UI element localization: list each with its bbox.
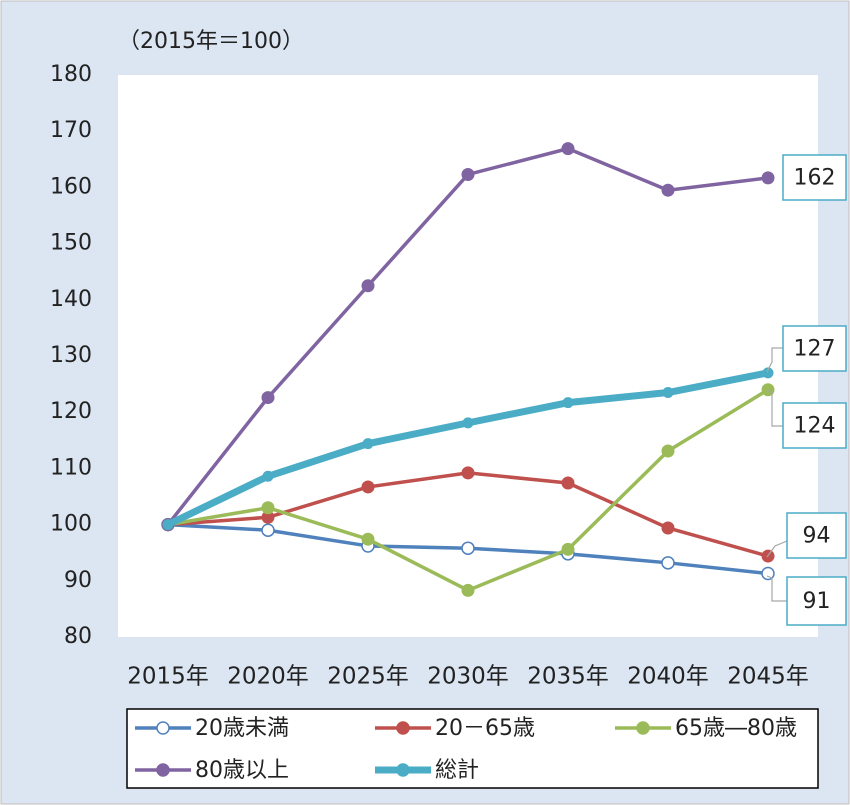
data-label: 94 (803, 524, 831, 549)
y-tick-label: 90 (64, 568, 92, 593)
leader-line (766, 347, 783, 373)
chart-title: （2015年＝100） (118, 29, 304, 54)
y-tick-label: 130 (50, 343, 92, 368)
data-point (261, 391, 275, 405)
legend-label: 総計 (435, 758, 479, 783)
leader-line (766, 540, 788, 558)
data-point (561, 142, 575, 156)
x-tick-label: 2035年 (527, 664, 609, 690)
data-point (362, 438, 374, 450)
y-tick-label: 120 (50, 399, 92, 424)
data-label: 91 (803, 589, 831, 614)
legend-marker (396, 763, 410, 777)
legend-label: 65歳―80歳 (675, 716, 797, 741)
legend-label: 20－65歳 (435, 716, 535, 741)
y-tick-label: 150 (50, 231, 92, 256)
legend-marker (636, 721, 650, 735)
label-box (786, 512, 847, 559)
label-box (782, 325, 847, 372)
legend-label: 20歳未満 (195, 716, 289, 741)
data-point (561, 542, 575, 556)
leader-line (766, 575, 787, 602)
data-point (261, 523, 275, 537)
y-tick-label: 160 (50, 174, 92, 199)
data-point (361, 480, 375, 494)
legend-marker (396, 721, 410, 735)
data-point (661, 444, 675, 458)
y-tick-label: 100 (50, 512, 92, 537)
legend-marker (156, 721, 170, 735)
data-label: 127 (794, 337, 836, 362)
data-point (361, 279, 375, 293)
data-point (562, 397, 574, 409)
label-box (786, 576, 847, 626)
data-point (461, 541, 475, 555)
data-point (261, 501, 275, 515)
x-tick-label: 2040年 (627, 664, 709, 690)
data-point (561, 476, 575, 490)
y-tick-label: 110 (50, 455, 92, 480)
data-point (761, 171, 775, 185)
x-tick-label: 2020年 (227, 664, 309, 690)
data-point (661, 183, 675, 197)
label-box (782, 154, 847, 201)
y-tick-label: 180 (50, 62, 92, 87)
x-tick-label: 2030年 (427, 664, 509, 690)
data-point (662, 387, 674, 399)
data-point (761, 566, 775, 581)
legend-marker (156, 763, 170, 777)
data-point (461, 167, 475, 181)
x-tick-label: 2025年 (327, 664, 409, 690)
data-label: 162 (794, 166, 836, 191)
data-point (462, 417, 474, 429)
data-point (361, 532, 375, 546)
data-point (262, 470, 274, 482)
data-point (461, 583, 475, 597)
data-point (461, 466, 475, 480)
data-point (762, 367, 774, 379)
data-point (661, 521, 675, 535)
legend (126, 708, 819, 789)
data-label: 124 (794, 414, 836, 439)
label-box (782, 402, 847, 449)
x-tick-label: 2045年 (727, 664, 809, 690)
x-tick-label: 2015年 (127, 664, 209, 690)
data-point (661, 556, 675, 570)
data-point (162, 519, 174, 531)
y-tick-label: 80 (64, 624, 92, 649)
legend-label: 80歳以上 (195, 758, 289, 783)
y-tick-label: 170 (50, 118, 92, 143)
leader-line (766, 389, 783, 427)
y-tick-label: 140 (50, 287, 92, 312)
